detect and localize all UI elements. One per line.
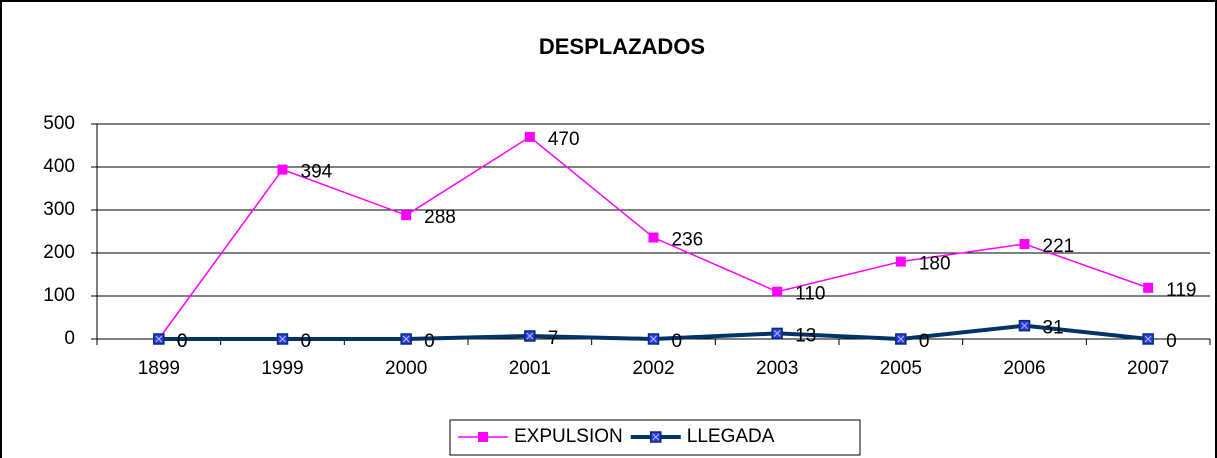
data-label: 0 [177,331,188,352]
marker [400,333,412,345]
data-label: 180 [919,254,951,275]
x-tick-label: 1999 [261,358,303,379]
x-tick-label: 2003 [756,358,798,379]
marker [771,327,783,340]
data-label: 0 [672,331,683,352]
data-label: 0 [919,331,930,352]
marker [1019,238,1030,249]
marker-cross [650,335,657,343]
marker-cross [402,335,410,343]
marker [648,232,659,243]
marker [401,210,412,221]
data-label: 13 [795,325,816,346]
x-tick-label: 2000 [385,358,427,379]
data-label: 110 [795,284,825,305]
data-label: 0 [424,331,435,352]
x-tick-label: 2006 [1003,358,1045,379]
marker [1018,319,1031,332]
marker [277,164,288,175]
x-tick-label: 2002 [632,358,674,379]
marker [895,256,906,267]
marker-cross [897,335,905,343]
marker-cross [279,335,286,343]
marker-cross [155,335,163,343]
data-label: 470 [548,129,580,150]
data-label: 0 [301,331,312,352]
marker [153,333,165,345]
legend-label: LLEGADA [687,426,775,447]
marker-cross [652,433,660,441]
marker [895,333,907,345]
x-tick-label: 2001 [509,358,551,379]
marker [524,131,535,142]
marker-cross [526,332,534,340]
marker [524,330,536,342]
y-tick-label: 500 [43,113,75,134]
marker [647,333,660,345]
y-tick-label: 0 [64,328,75,349]
data-label: 0 [177,331,188,352]
marker-cross [1144,335,1152,343]
y-tick-label: 300 [43,199,75,220]
x-tick-label: 2005 [880,358,922,379]
marker-cross [773,330,781,337]
data-label: 0 [1166,331,1177,352]
y-tick-label: 100 [43,285,75,306]
legend-label: EXPULSION [514,426,623,447]
marker [1142,333,1154,345]
x-tick-label: 2007 [1127,358,1169,379]
data-label: 31 [1043,318,1064,339]
marker [1143,282,1154,293]
data-label: 119 [1166,280,1196,301]
marker [772,286,783,297]
data-label: 288 [424,207,456,228]
marker [478,432,488,442]
x-tick-label: 1899 [138,358,180,379]
chart-title: DESPLAZADOS [539,34,705,59]
y-tick-label: 400 [43,156,75,177]
marker [650,431,662,443]
marker-cross [1021,322,1028,330]
data-label: 236 [672,230,704,251]
marker [276,333,289,345]
data-label: 221 [1043,236,1075,257]
data-label: 7 [548,328,559,349]
y-tick-label: 200 [43,242,75,263]
data-label: 394 [301,162,333,183]
